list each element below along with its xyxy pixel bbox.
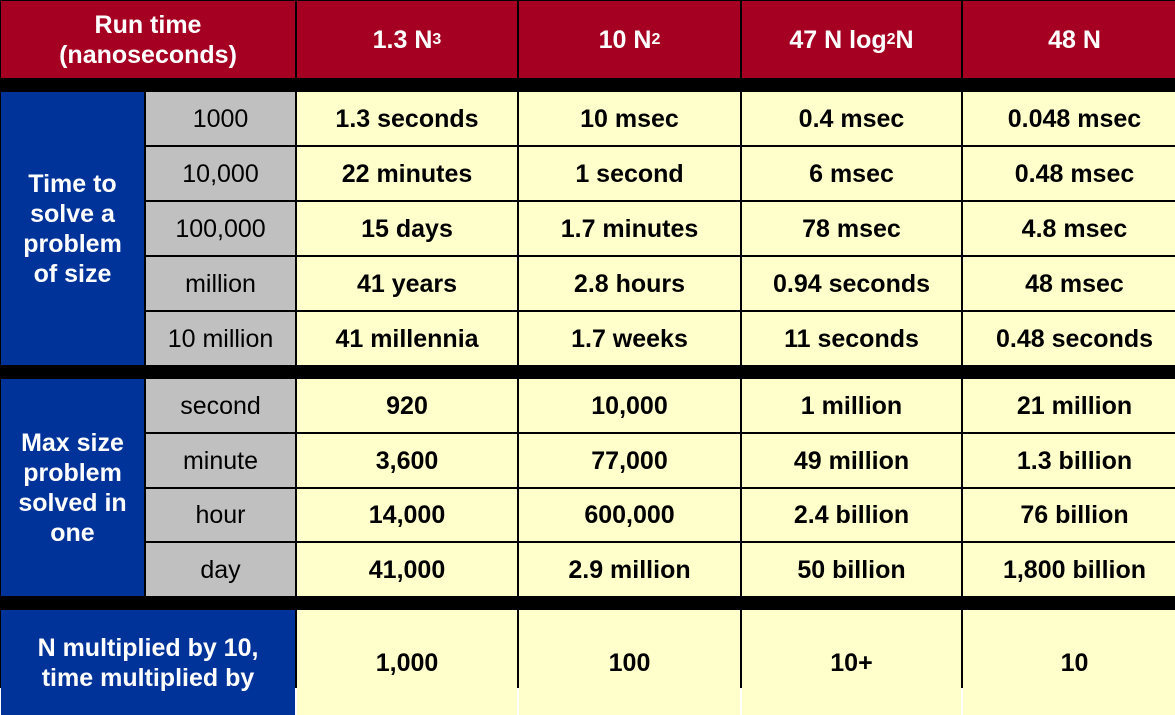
row-header: second — [146, 379, 295, 432]
table-cell: 22 minutes — [297, 147, 517, 200]
table-cell: 1.7 weeks — [519, 312, 740, 365]
footer-cell: 100 — [519, 610, 740, 715]
table-cell: 4.8 msec — [963, 202, 1175, 255]
column-header-sub: 2 — [886, 30, 896, 48]
table-cell: 50 billion — [742, 543, 961, 596]
table-cell: 2.9 million — [519, 543, 740, 596]
row-header: hour — [146, 489, 295, 541]
column-header-sup: 3 — [432, 30, 442, 48]
column-header: 48 N — [963, 1, 1175, 78]
table-cell: 600,000 — [519, 489, 740, 541]
table-cell: 6 msec — [742, 147, 961, 200]
table-cell: 1.3 seconds — [297, 92, 517, 145]
row-header: million — [146, 257, 295, 310]
column-header: 47 N log 2 N — [742, 1, 961, 78]
row-header: 10 million — [146, 312, 295, 365]
table-cell: 2.4 billion — [742, 489, 961, 541]
table-cell: 2.8 hours — [519, 257, 740, 310]
section-label: Max size problem solved in one — [1, 379, 144, 596]
table-cell: 48 msec — [963, 257, 1175, 310]
footer-cell: 10+ — [742, 610, 961, 715]
footer-cell: 1,000 — [297, 610, 517, 715]
table-cell: 15 days — [297, 202, 517, 255]
table-cell: 76 billion — [963, 489, 1175, 541]
column-header-sup: 2 — [651, 30, 661, 48]
table-cell: 14,000 — [297, 489, 517, 541]
table-cell: 1,800 billion — [963, 543, 1175, 596]
table-cell: 0.94 seconds — [742, 257, 961, 310]
table-cell: 10 msec — [519, 92, 740, 145]
row-header: 100,000 — [146, 202, 295, 255]
table-cell: 78 msec — [742, 202, 961, 255]
column-header-base: 47 N log — [789, 25, 887, 54]
footer-cell: 10 — [963, 610, 1175, 715]
table-cell: 0.048 msec — [963, 92, 1175, 145]
table-cell: 1.7 minutes — [519, 202, 740, 255]
section-label: Time to solve a problem of size — [1, 92, 144, 365]
section-divider — [1, 598, 1175, 608]
footer-label: N multiplied by 10, time multiplied by — [1, 610, 295, 715]
column-header-base: 48 N — [1048, 25, 1101, 54]
table-cell: 41,000 — [297, 543, 517, 596]
table-cell: 1 million — [742, 379, 961, 432]
table-cell: 1 second — [519, 147, 740, 200]
table-cell: 0.4 msec — [742, 92, 961, 145]
table-cell: 21 million — [963, 379, 1175, 432]
table-cell: 0.48 msec — [963, 147, 1175, 200]
row-header: day — [146, 543, 295, 596]
section-divider — [1, 367, 1175, 377]
table-cell: 1.3 billion — [963, 434, 1175, 487]
row-header: minute — [146, 434, 295, 487]
section-divider — [1, 80, 1175, 90]
table-cell: 10,000 — [519, 379, 740, 432]
table-cell: 11 seconds — [742, 312, 961, 365]
header-corner: Run time (nanoseconds) — [1, 1, 295, 78]
column-header-base: 10 N — [598, 25, 652, 54]
column-header-tail: N — [895, 25, 914, 54]
table-cell: 49 million — [742, 434, 961, 487]
table-cell: 3,600 — [297, 434, 517, 487]
table-cell: 41 millennia — [297, 312, 517, 365]
column-header-base: 1.3 N — [372, 25, 433, 54]
table-cell: 41 years — [297, 257, 517, 310]
table-cell: 920 — [297, 379, 517, 432]
row-header: 1000 — [146, 92, 295, 145]
table-cell: 0.48 seconds — [963, 312, 1175, 365]
row-header: 10,000 — [146, 147, 295, 200]
table-cell: 77,000 — [519, 434, 740, 487]
